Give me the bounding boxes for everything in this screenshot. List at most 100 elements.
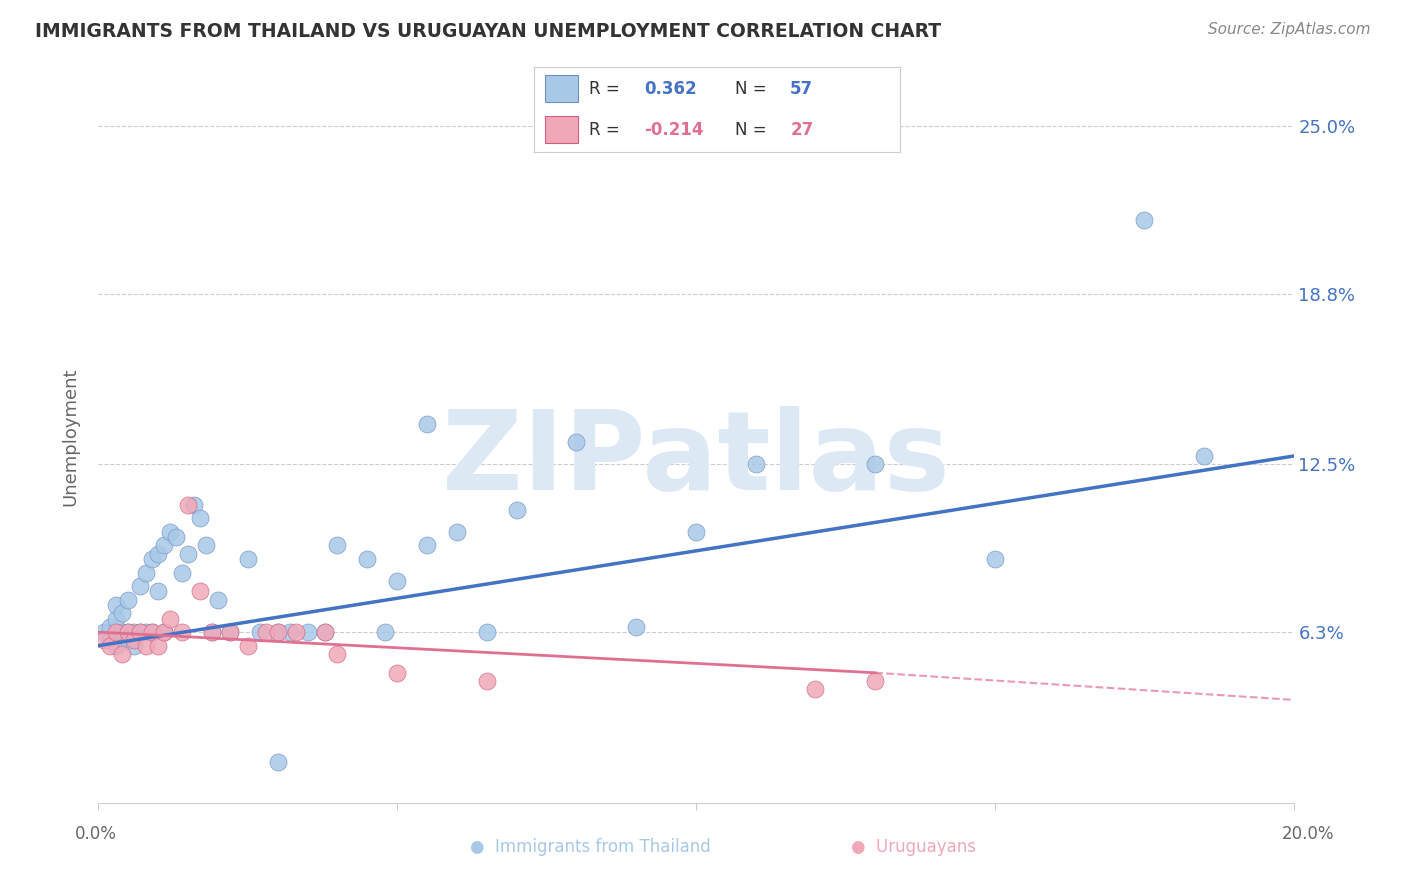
Point bbox=[1133, 213, 1156, 227]
Point bbox=[475, 673, 498, 688]
Point bbox=[267, 755, 290, 769]
Text: ●  Immigrants from Thailand: ● Immigrants from Thailand bbox=[470, 838, 711, 856]
Text: IMMIGRANTS FROM THAILAND VS URUGUAYAN UNEMPLOYMENT CORRELATION CHART: IMMIGRANTS FROM THAILAND VS URUGUAYAN UN… bbox=[35, 22, 941, 41]
Point bbox=[98, 620, 122, 634]
Point bbox=[117, 625, 139, 640]
Point bbox=[135, 639, 157, 653]
Point bbox=[124, 639, 146, 653]
Text: -0.214: -0.214 bbox=[644, 120, 703, 138]
Text: 0.362: 0.362 bbox=[644, 80, 696, 98]
Point bbox=[249, 625, 271, 640]
Point bbox=[385, 665, 409, 680]
Point bbox=[745, 457, 768, 471]
Text: N =: N = bbox=[735, 80, 766, 98]
Point bbox=[626, 620, 648, 634]
Text: Source: ZipAtlas.com: Source: ZipAtlas.com bbox=[1208, 22, 1371, 37]
Point bbox=[201, 625, 224, 640]
Point bbox=[105, 625, 128, 640]
Point bbox=[111, 606, 134, 620]
Point bbox=[374, 625, 396, 640]
Point bbox=[153, 538, 176, 552]
Point bbox=[177, 547, 200, 561]
Text: 0.0%: 0.0% bbox=[75, 825, 117, 843]
Text: R =: R = bbox=[589, 120, 620, 138]
Point bbox=[148, 547, 170, 561]
Text: R =: R = bbox=[589, 80, 620, 98]
Point bbox=[98, 633, 122, 648]
Point bbox=[93, 625, 115, 640]
Point bbox=[93, 633, 115, 648]
Y-axis label: Unemployment: Unemployment bbox=[62, 368, 80, 507]
Bar bbox=[546, 76, 578, 103]
Point bbox=[159, 524, 181, 539]
Point bbox=[254, 625, 277, 640]
Point bbox=[219, 625, 242, 640]
Point bbox=[865, 457, 887, 471]
Point bbox=[111, 625, 134, 640]
Point bbox=[195, 538, 218, 552]
Point bbox=[236, 639, 259, 653]
Point bbox=[183, 498, 205, 512]
Text: 20.0%: 20.0% bbox=[1281, 825, 1334, 843]
Point bbox=[315, 625, 337, 640]
Point bbox=[565, 435, 588, 450]
Point bbox=[177, 498, 200, 512]
Point bbox=[111, 647, 134, 661]
Point bbox=[284, 625, 307, 640]
Point bbox=[201, 625, 224, 640]
Bar bbox=[546, 116, 578, 143]
Point bbox=[129, 579, 152, 593]
Point bbox=[159, 611, 181, 625]
Point bbox=[172, 625, 194, 640]
Point bbox=[297, 625, 319, 640]
Text: ●  Uruguayans: ● Uruguayans bbox=[852, 838, 976, 856]
Point bbox=[416, 538, 439, 552]
Point bbox=[141, 625, 163, 640]
Point bbox=[129, 625, 152, 640]
Point bbox=[326, 538, 349, 552]
Point bbox=[148, 639, 170, 653]
Point bbox=[804, 681, 827, 696]
Point bbox=[315, 625, 337, 640]
Text: 27: 27 bbox=[790, 120, 814, 138]
Point bbox=[141, 552, 163, 566]
Point bbox=[172, 566, 194, 580]
Point bbox=[685, 524, 707, 539]
Point bbox=[278, 625, 301, 640]
Point bbox=[188, 584, 211, 599]
Point bbox=[141, 625, 163, 640]
Point bbox=[236, 552, 259, 566]
Point bbox=[984, 552, 1007, 566]
Point bbox=[117, 633, 139, 648]
Point bbox=[148, 584, 170, 599]
Point bbox=[129, 625, 152, 640]
Point bbox=[105, 598, 128, 612]
Point bbox=[326, 647, 349, 661]
Point bbox=[135, 566, 157, 580]
Point bbox=[865, 673, 887, 688]
Text: N =: N = bbox=[735, 120, 766, 138]
Point bbox=[446, 524, 468, 539]
Point bbox=[219, 625, 242, 640]
Point bbox=[153, 625, 176, 640]
Point bbox=[207, 592, 229, 607]
Point bbox=[165, 530, 187, 544]
Point bbox=[267, 625, 290, 640]
Point bbox=[188, 511, 211, 525]
Point bbox=[117, 592, 139, 607]
Point bbox=[1192, 449, 1215, 463]
Point bbox=[135, 625, 157, 640]
Point bbox=[475, 625, 498, 640]
Text: 57: 57 bbox=[790, 80, 813, 98]
Point bbox=[153, 625, 176, 640]
Point bbox=[416, 417, 439, 431]
Point bbox=[98, 639, 122, 653]
Point bbox=[117, 625, 139, 640]
Point bbox=[385, 574, 409, 588]
Point bbox=[506, 503, 529, 517]
Text: ZIPatlas: ZIPatlas bbox=[441, 406, 950, 513]
Point bbox=[124, 625, 146, 640]
Point bbox=[356, 552, 378, 566]
Point bbox=[105, 611, 128, 625]
Point bbox=[105, 639, 128, 653]
